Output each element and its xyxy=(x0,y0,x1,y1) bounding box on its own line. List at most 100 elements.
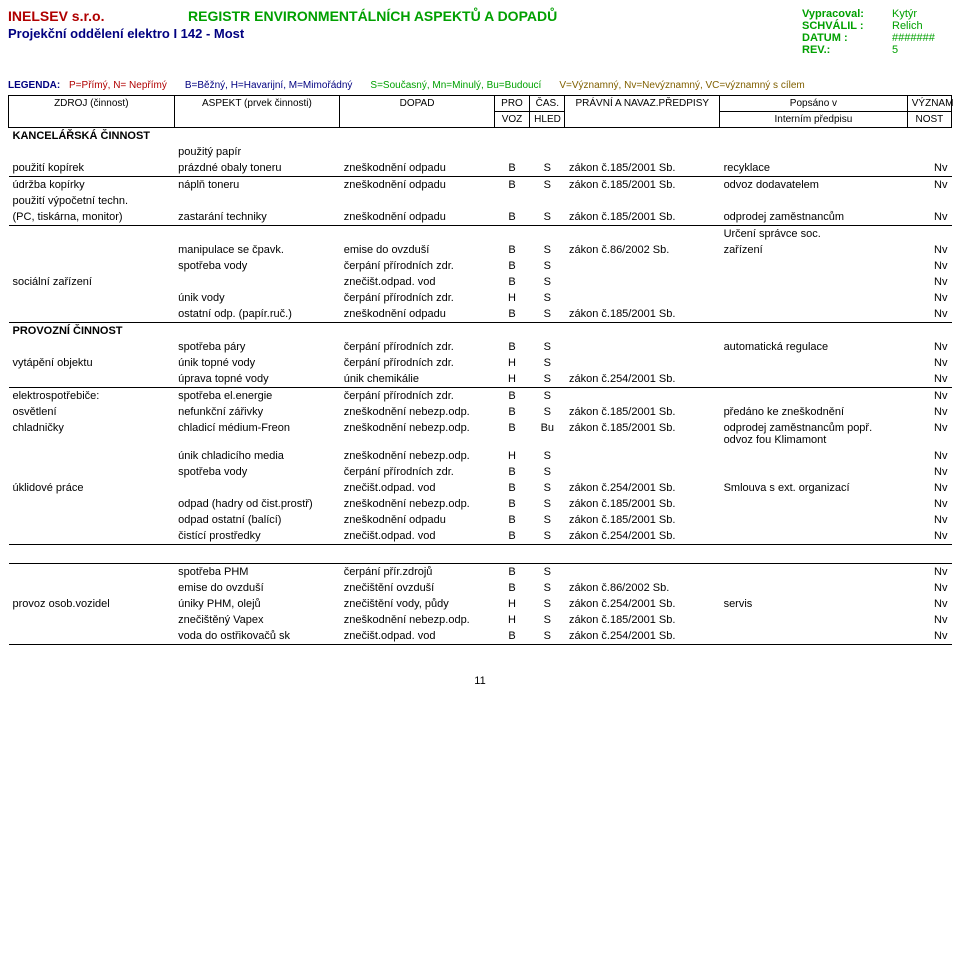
cell-pro: B xyxy=(494,339,529,355)
cell-vyz: Nv xyxy=(907,564,951,581)
cell-pro: B xyxy=(494,209,529,226)
cell-prav xyxy=(565,339,720,355)
cell-dopad: zneškodnění nebezp.odp. xyxy=(340,612,495,628)
cell-vyz: Nv xyxy=(907,528,951,545)
cell-prav xyxy=(565,290,720,306)
cell-pops: odprodej zaměstnancům popř. odvoz fou Kl… xyxy=(720,420,908,448)
cell-cas: S xyxy=(530,512,565,528)
cell-aspekt: úniky PHM, olejů xyxy=(174,596,340,612)
cell-prav xyxy=(565,355,720,371)
legend-part: V=Významný, Nv=Nevýznamný, VC=významný s… xyxy=(559,80,804,91)
table-row: použití kopírekprázdné obaly toneruznešk… xyxy=(9,160,952,177)
cell-vyz: Nv xyxy=(907,371,951,388)
cell-prav: zákon č.254/2001 Sb. xyxy=(565,628,720,645)
table-row: manipulace se čpavk.emise do ovzdušíBSzá… xyxy=(9,242,952,258)
th-prav: PRÁVNÍ A NAVAZ.PŘEDPISY xyxy=(565,96,720,128)
cell-pro: B xyxy=(494,242,529,258)
cell-zdroj xyxy=(9,371,175,388)
cell-aspekt: voda do ostřikovačů sk xyxy=(174,628,340,645)
cell-zdroj: elektrospotřebiče: xyxy=(9,388,175,405)
cell-dopad: čerpání přírodních zdr. xyxy=(340,355,495,371)
cell-zdroj xyxy=(9,226,175,243)
cell-cas: S xyxy=(530,355,565,371)
legend: LEGENDA: P=Přímý, N= NepřímýB=Běžný, H=H… xyxy=(8,80,952,91)
cell-pro: B xyxy=(494,306,529,323)
cell-vyz: Nv xyxy=(907,209,951,226)
cell-pops xyxy=(720,144,908,160)
cell-cas: S xyxy=(530,371,565,388)
table-row: chladničkychladicí médium-Freonzneškodně… xyxy=(9,420,952,448)
cell-dopad: únik chemikálie xyxy=(340,371,495,388)
cell-prav: zákon č.86/2002 Sb. xyxy=(565,580,720,596)
meta-label: DATUM : xyxy=(802,32,892,44)
cell-vyz: Nv xyxy=(907,480,951,496)
cell-vyz: Nv xyxy=(907,160,951,177)
cell-zdroj xyxy=(9,528,175,545)
cell-vyz: Nv xyxy=(907,448,951,464)
cell-dopad xyxy=(340,144,495,160)
table-row: voda do ostřikovačů skznečišt.odpad. vod… xyxy=(9,628,952,645)
cell-dopad: zneškodnění nebezp.odp. xyxy=(340,496,495,512)
table-row: odpad (hadry od čist.prostř)zneškodnění … xyxy=(9,496,952,512)
cell-aspekt: únik vody xyxy=(174,290,340,306)
th-aspekt: ASPEKT (prvek činnosti) xyxy=(174,96,340,128)
cell-vyz: Nv xyxy=(907,242,951,258)
cell-pro: H xyxy=(494,290,529,306)
cell-zdroj: použití kopírek xyxy=(9,160,175,177)
th-vyz: VÝZNAM xyxy=(907,96,951,112)
table-row: použití výpočetní techn. xyxy=(9,193,952,209)
cell-aspekt: odpad (hadry od čist.prostř) xyxy=(174,496,340,512)
cell-aspekt: náplň toneru xyxy=(174,177,340,194)
cell-pops xyxy=(720,496,908,512)
cell-zdroj: chladničky xyxy=(9,420,175,448)
cell-cas: S xyxy=(530,596,565,612)
table-row: únik vodyčerpání přírodních zdr.HSNv xyxy=(9,290,952,306)
cell-vyz: Nv xyxy=(907,177,951,194)
table-row: spotřeba PHMčerpání přír.zdrojůBSNv xyxy=(9,564,952,581)
cell-pro xyxy=(494,226,529,243)
cell-zdroj xyxy=(9,144,175,160)
cell-zdroj xyxy=(9,339,175,355)
cell-cas: S xyxy=(530,612,565,628)
cell-dopad: znečišt.odpad. vod xyxy=(340,628,495,645)
cell-pro: B xyxy=(494,464,529,480)
cell-cas: S xyxy=(530,404,565,420)
cell-cas: S xyxy=(530,177,565,194)
cell-pops xyxy=(720,193,908,209)
cell-cas: S xyxy=(530,339,565,355)
th-pops2: Interním předpisu xyxy=(720,112,908,128)
table-row: použitý papír xyxy=(9,144,952,160)
cell-vyz: Nv xyxy=(907,339,951,355)
cell-prav: zákon č.185/2001 Sb. xyxy=(565,306,720,323)
cell-aspekt: úprava topné vody xyxy=(174,371,340,388)
meta-value: ####### xyxy=(892,32,952,44)
cell-cas xyxy=(530,226,565,243)
cell-dopad: čerpání přírodních zdr. xyxy=(340,258,495,274)
cell-vyz xyxy=(907,226,951,243)
meta-value: Kytýr xyxy=(892,8,952,20)
cell-pops xyxy=(720,274,908,290)
th-dopad: DOPAD xyxy=(340,96,495,128)
cell-zdroj xyxy=(9,628,175,645)
cell-zdroj xyxy=(9,612,175,628)
cell-zdroj xyxy=(9,258,175,274)
cell-pro: B xyxy=(494,512,529,528)
cell-dopad: znečišt.odpad. vod xyxy=(340,528,495,545)
cell-pro: H xyxy=(494,371,529,388)
cell-dopad: znečištění vody, půdy xyxy=(340,596,495,612)
cell-vyz: Nv xyxy=(907,496,951,512)
cell-pops: odvoz dodavatelem xyxy=(720,177,908,194)
cell-dopad: zneškodnění odpadu xyxy=(340,209,495,226)
cell-pro xyxy=(494,193,529,209)
cell-aspekt xyxy=(174,193,340,209)
cell-prav: zákon č.254/2001 Sb. xyxy=(565,528,720,545)
legend-part: S=Současný, Mn=Minulý, Bu=Budoucí xyxy=(370,80,541,91)
cell-zdroj xyxy=(9,306,175,323)
cell-zdroj xyxy=(9,580,175,596)
cell-cas xyxy=(530,144,565,160)
cell-pops: odprodej zaměstnancům xyxy=(720,209,908,226)
company-name: INELSEV s.r.o. xyxy=(8,8,104,24)
table-row: úklidové práceznečišt.odpad. vodBSzákon … xyxy=(9,480,952,496)
cell-pro xyxy=(494,144,529,160)
cell-prav xyxy=(565,464,720,480)
